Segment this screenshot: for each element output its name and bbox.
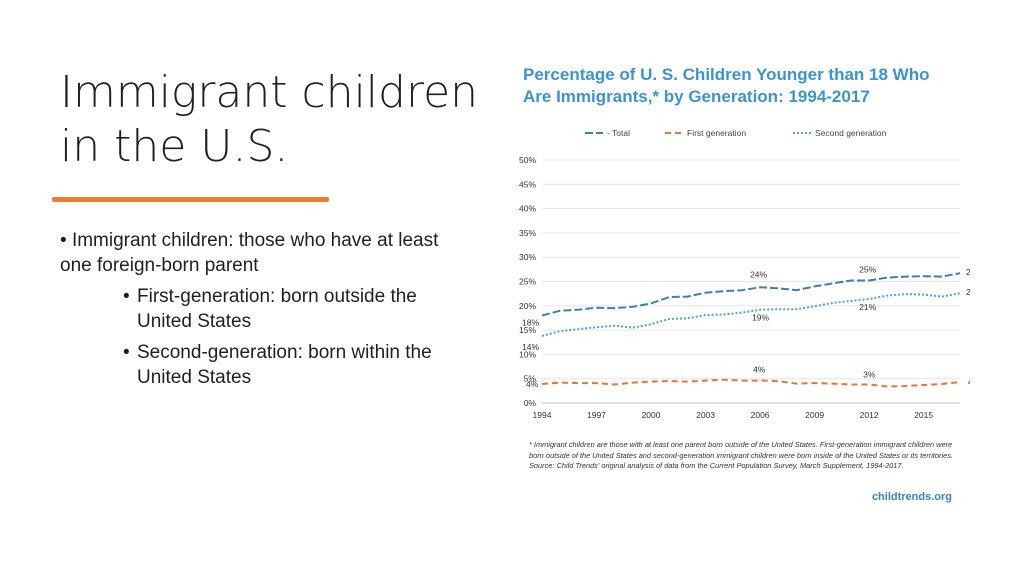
chart-title: Percentage of U. S. Children Younger tha… (523, 64, 973, 108)
y-tick-label: 20% (519, 301, 536, 311)
x-tick-label: 1994 (533, 410, 552, 420)
data-label: 18% (522, 318, 539, 328)
bullet-main: • Immigrant children: those who have at … (60, 228, 460, 278)
y-tick-label: 0% (524, 398, 537, 408)
x-tick-label: 2000 (642, 410, 661, 420)
chart-title-line1: Percentage of U. S. Children Younger tha… (523, 65, 930, 84)
bullet-list: • Immigrant children: those who have at … (60, 228, 460, 396)
data-label: 27% (966, 267, 970, 277)
legend-label-total: - Total (607, 128, 630, 138)
chart-title-line2: Are Immigrants,* by Generation: 1994-201… (523, 87, 870, 106)
x-tick-label: 2006 (751, 410, 770, 420)
bullet-glyph: • (60, 230, 67, 251)
x-tick-label: 2009 (805, 410, 824, 420)
data-label: 4% (968, 377, 970, 387)
series-line-first (541, 378, 961, 388)
footnote-source: Source: Child Trends' original analysis … (529, 461, 904, 470)
legend-label-second: Second generation (815, 128, 887, 138)
line-chart: 0% 5% 10% 15% 20% 25% 30% 35% 40% 45% 50% 1994 1997 2… (519, 128, 970, 420)
y-tick-label: 15% (519, 325, 536, 335)
x-tick-label: 2012 (860, 410, 879, 420)
legend-label-first: First generation (687, 128, 746, 138)
data-label: 4% (753, 365, 766, 375)
y-tick-label: 5% (524, 374, 537, 384)
x-tick-label: 2015 (914, 410, 933, 420)
data-label: 23% (966, 287, 970, 297)
data-label: 19% (752, 313, 769, 323)
sub-bullet-glyph: • (123, 342, 130, 363)
bullet-main-text: Immigrant children: those who have at le… (60, 230, 439, 276)
sub-bullet-second-generation: • Second-generation: born within the Uni… (123, 340, 460, 390)
sub-bullet-glyph: • (123, 286, 130, 307)
y-tick-label: 40% (519, 204, 536, 214)
data-label: 21% (859, 302, 876, 312)
sub-bullet-text: First-generation: born outside the Unite… (137, 286, 417, 332)
series-line-total (541, 272, 961, 317)
chart-figure: Percentage of U. S. Children Younger tha… (505, 58, 970, 518)
title-accent-rule (52, 197, 329, 202)
footnote-definition: * Immigrant children are those with at l… (529, 440, 953, 460)
x-tick-label: 2003 (696, 410, 715, 420)
brand-link[interactable]: childtrends.org (871, 491, 952, 503)
data-label: 25% (859, 265, 876, 275)
chart-footnote: * Immigrant children are those with at l… (529, 440, 961, 472)
y-tick-label: 30% (519, 252, 536, 262)
y-tick-label: 35% (519, 228, 536, 238)
sub-bullet-first-generation: • First-generation: born outside the Uni… (123, 284, 460, 334)
data-label: 14% (522, 342, 539, 352)
data-label: 3% (863, 370, 876, 380)
y-tick-label: 45% (519, 179, 536, 189)
y-tick-label: 10% (519, 349, 536, 359)
x-tick-label: 1997 (587, 410, 606, 420)
data-label: 24% (750, 269, 767, 279)
slide-title-line2: in the U.S. (60, 121, 289, 172)
y-tick-label: 25% (519, 277, 536, 287)
series-line-second (541, 292, 961, 337)
data-label: 4% (526, 379, 539, 389)
sub-bullet-text: Second-generation: born within the Unite… (137, 342, 432, 388)
slide-title: Immigrant children in the U.S. (60, 66, 480, 174)
slide-title-line1: Immigrant children (60, 67, 479, 118)
y-tick-label: 50% (519, 155, 536, 165)
